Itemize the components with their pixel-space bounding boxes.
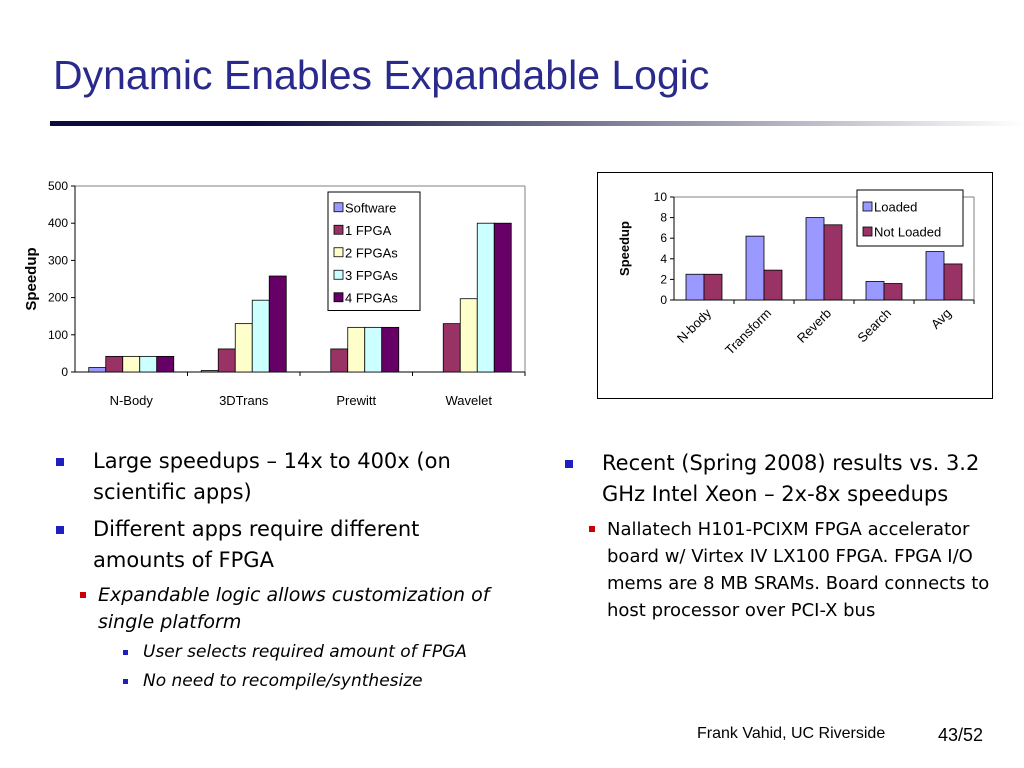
bullet-marker [565,460,573,468]
x-category-label: Prewitt [336,393,376,408]
legend-label: 4 FPGAs [345,290,398,305]
bullet-user-selects: User selects required amount of FPGA [123,640,513,664]
x-category-label: Transform [722,306,774,358]
x-category-label: Wavelet [446,393,493,408]
bar-loaded-search [865,281,885,301]
y-tick-label: 0 [61,365,68,379]
bar-not-loaded-avg [943,263,963,301]
y-tick-label: 400 [48,216,68,230]
bullet-no-recompile: No need to recompile/synthesize [123,669,513,693]
footer-page-number: 43/52 [938,725,984,745]
x-category-label: Search [854,306,894,346]
bar-1-fpga-prewitt [330,348,349,373]
legend-swatch [333,269,344,280]
bar-2-fpgas-n-body [122,355,141,373]
bar-3-fpgas-3dtrans [251,299,270,373]
chart2-frame [597,172,993,399]
legend-label: Not Loaded [874,225,941,240]
bar-loaded-transform [745,235,765,301]
bar-3-fpgas-prewitt [364,326,383,373]
legend-box [856,189,964,247]
bullet-marker [80,592,86,598]
x-category-label: 3DTrans [219,393,269,408]
legend-label: 3 FPGAs [345,268,398,283]
loaded-speedup-chart: 0 2 4 6 8 10 Speedup N-body Transform Reverb Searc… [617,189,975,358]
bar-software-n-body [88,367,107,373]
legend-swatch [333,202,344,213]
y-axis-label: Speedup [617,221,632,276]
y-tick-label: 6 [660,231,667,245]
y-tick-label: 100 [48,328,68,342]
legend-label: Loaded [874,200,917,215]
bar-2-fpgas-3dtrans [234,323,253,373]
bar-1-fpga-3dtrans [217,348,236,373]
y-tick-label: 500 [48,179,68,193]
bar-4-fpgas-n-body [156,355,175,373]
bullet-marker [123,650,128,655]
bar-1-fpga-n-body [105,355,124,373]
bullet-nallatech-board: Nallatech H101-PCIXM FPGA accelerator bo… [589,516,1014,624]
y-tick-label: 200 [48,291,68,305]
legend-swatch [862,201,873,212]
y-axis-label: Speedup [23,247,40,310]
y-tick-label: 0 [660,293,667,307]
footer-author: Frank Vahid, UC Riverside [697,725,886,742]
bar-1-fpga-wavelet [442,323,461,373]
bullet-expandable-logic: Expandable logic allows customization of… [80,582,513,636]
y-tick-label: 2 [660,272,667,286]
legend-label: 2 FPGAs [345,245,398,260]
legend-label: 1 FPGA [345,223,392,238]
bar-not-loaded-transform [763,269,783,301]
bar-loaded-reverb [805,217,825,301]
x-category-label: Reverb [794,306,834,346]
x-category-label: N-body [674,305,715,346]
bar-not-loaded-search [883,283,903,301]
bar-2-fpgas-wavelet [459,298,478,373]
bullet-recent-results: Recent (Spring 2008) results vs. 3.2 GHz… [562,448,1014,510]
legend-swatch [333,292,344,303]
bullet-text: User selects required amount of FPGA [143,642,467,662]
x-category-label: Avg [928,306,954,332]
bar-software-3dtrans [200,370,219,373]
legend-label: Software [345,200,396,215]
bar-not-loaded-reverb [823,224,843,301]
bullet-large-speedups: Large speedups – 14x to 400x (on scienti… [53,446,513,508]
bar-2-fpgas-prewitt [347,326,366,373]
bullet-text: Expandable logic allows customization of… [98,584,490,633]
bullet-marker [589,526,595,532]
legend-swatch [333,224,344,235]
bullet-text: Nallatech H101-PCIXM FPGA accelerator bo… [607,519,990,621]
y-tick-label: 300 [48,253,68,267]
bullet-text: Large speedups – 14x to 400x (on scienti… [93,449,451,504]
bar-loaded-avg [925,251,945,301]
bar-loaded-n-body [685,273,705,301]
fpga-speedup-chart: 0 100 200 300 400 500 Speedup N-Body 3DTrans Prew… [23,179,526,408]
y-tick-label: 4 [660,252,667,266]
bar-4-fpgas-prewitt [381,326,400,373]
legend-swatch [862,226,873,237]
title-underline [50,121,1024,126]
bullet-text: No need to recompile/synthesize [143,671,423,691]
bullet-text: Recent (Spring 2008) results vs. 3.2 GHz… [602,451,980,506]
bar-not-loaded-n-body [703,273,723,301]
right-bullet-list: Recent (Spring 2008) results vs. 3.2 GHz… [562,448,1014,624]
bar-3-fpgas-wavelet [476,222,495,373]
slide-title: Dynamic Enables Expandable Logic [53,52,710,98]
bar-4-fpgas-3dtrans [268,275,287,373]
x-category-label: N-Body [110,393,154,408]
left-bullet-list: Large speedups – 14x to 400x (on scienti… [53,446,513,698]
bar-4-fpgas-wavelet [493,222,512,373]
bullet-different-apps: Different apps require different amounts… [53,514,513,576]
bullet-text: Different apps require different amounts… [93,517,420,572]
legend-swatch [333,247,344,258]
y-tick-label: 10 [654,190,668,204]
y-tick-label: 8 [660,211,667,225]
bullet-marker [123,679,128,684]
bullet-marker [56,526,64,534]
bar-3-fpgas-n-body [139,355,158,373]
bullet-marker [56,458,64,466]
